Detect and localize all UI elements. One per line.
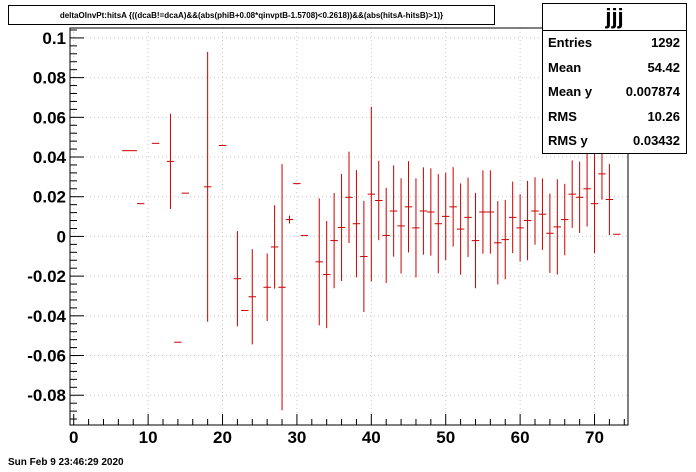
data-point xyxy=(568,160,576,228)
stat-row-entries: Entries 1292 xyxy=(543,31,686,56)
x-tick-label: 40 xyxy=(362,428,381,447)
data-point xyxy=(337,173,346,282)
y-tick-label: -0.04 xyxy=(27,307,66,326)
data-point xyxy=(233,231,242,327)
stat-label: Entries xyxy=(548,35,593,50)
data-point xyxy=(605,163,614,236)
x-tick-label: 20 xyxy=(213,428,232,447)
data-point xyxy=(538,178,547,250)
axes: 0 10 20 30 40 50 60 70 -0.08 -0.06 -0.04 -0.02 0 0.02… xyxy=(27,27,629,447)
stat-value: 0.007874 xyxy=(625,84,680,100)
data-point xyxy=(449,167,457,247)
data-point xyxy=(285,215,294,224)
data-point xyxy=(382,187,390,284)
data-point xyxy=(583,151,591,227)
data-point xyxy=(412,178,420,278)
data-point xyxy=(516,194,524,262)
data-point xyxy=(345,151,353,243)
data-point xyxy=(508,181,517,254)
data-point xyxy=(397,178,405,274)
data-point xyxy=(442,172,450,261)
stat-value: 54.42 xyxy=(647,59,680,75)
stat-row-rms: RMS 10.26 xyxy=(543,105,686,130)
stat-label: RMS xyxy=(548,108,577,124)
y-tick-label: -0.02 xyxy=(27,267,66,286)
data-point xyxy=(486,170,495,254)
stat-label: RMS y xyxy=(548,133,588,149)
data-point xyxy=(330,192,338,289)
data-point xyxy=(590,154,599,254)
stats-box-name: jjj xyxy=(543,4,686,31)
data-point xyxy=(561,183,569,256)
y-tick-label: 0 xyxy=(57,227,66,246)
data-point xyxy=(456,183,465,275)
histogram-title: deltaOInvPt:hitsA {((dcaB!=dcaA)&&(abs(p… xyxy=(8,5,495,25)
stat-row-rms-y: RMS y 0.03432 xyxy=(543,129,686,154)
x-tick-label: 30 xyxy=(287,428,306,447)
data-point xyxy=(501,199,509,280)
data-point xyxy=(315,198,323,326)
data-point xyxy=(248,249,256,345)
x-tick-label: 70 xyxy=(585,428,604,447)
data-point xyxy=(270,205,279,289)
stat-value: 10.26 xyxy=(647,108,680,124)
y-tick-label: 0.04 xyxy=(33,148,67,167)
data-point xyxy=(427,168,435,256)
timestamp-footer: Sun Feb 9 23:46:29 2020 xyxy=(8,457,124,468)
data-point xyxy=(278,164,286,411)
data-point xyxy=(471,192,480,289)
y-tick-label: -0.06 xyxy=(27,347,66,366)
y-tick-label: -0.08 xyxy=(27,386,66,405)
data-point xyxy=(479,170,487,254)
data-point xyxy=(367,106,376,282)
stat-value: 0.03432 xyxy=(633,133,680,149)
data-point xyxy=(598,148,606,200)
stat-label: Mean y xyxy=(548,84,593,100)
stat-value: 1292 xyxy=(651,35,680,50)
data-point xyxy=(263,253,271,321)
data-point xyxy=(464,177,472,258)
plot-frame xyxy=(69,27,629,426)
data-point xyxy=(322,220,331,329)
data-point xyxy=(531,177,539,245)
data-point xyxy=(352,170,361,278)
x-tick-label: 10 xyxy=(139,428,158,447)
y-tick-label: 0.02 xyxy=(33,188,66,207)
data-point xyxy=(166,113,175,210)
data-point xyxy=(434,174,442,274)
data-point xyxy=(389,165,398,257)
data-point xyxy=(375,160,383,241)
stats-box: jjj Entries 1292 Mean 54.42 Mean y 0.007… xyxy=(542,3,687,154)
data-point xyxy=(203,51,212,322)
x-tick-label: 0 xyxy=(69,428,78,447)
data-point xyxy=(546,193,554,273)
data-point xyxy=(419,167,428,255)
stat-row-mean-y: Mean y 0.007874 xyxy=(543,80,686,105)
data-points xyxy=(122,51,621,411)
data-point xyxy=(360,200,368,313)
data-point xyxy=(523,180,532,261)
data-point xyxy=(553,179,562,275)
data-point xyxy=(575,161,584,234)
y-tick-label: 0.08 xyxy=(33,69,66,88)
stat-label: Mean xyxy=(548,59,582,75)
x-tick-label: 50 xyxy=(436,428,455,447)
x-tick-label: 60 xyxy=(511,428,530,447)
y-tick-label: 0.06 xyxy=(33,108,66,127)
data-point xyxy=(494,201,502,285)
y-tick-label: 0.1 xyxy=(42,29,66,48)
stat-row-mean: Mean 54.42 xyxy=(543,56,686,81)
data-point xyxy=(404,161,413,253)
